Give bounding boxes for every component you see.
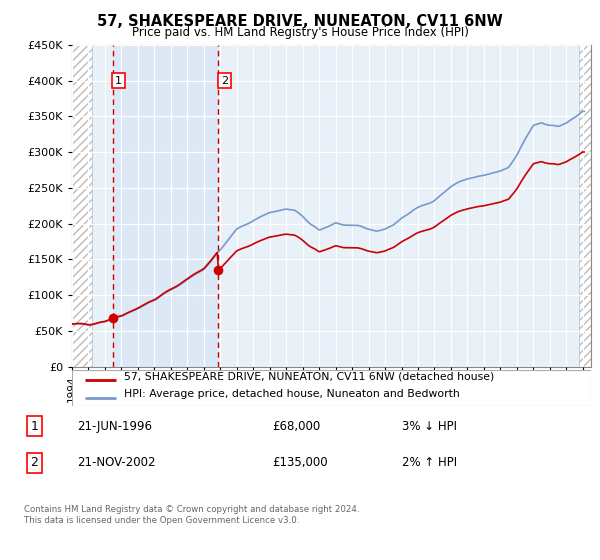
Text: £135,000: £135,000	[272, 456, 328, 469]
Text: 2% ↑ HPI: 2% ↑ HPI	[402, 456, 457, 469]
Text: HPI: Average price, detached house, Nuneaton and Bedworth: HPI: Average price, detached house, Nune…	[124, 389, 460, 399]
Text: 3% ↓ HPI: 3% ↓ HPI	[402, 419, 457, 433]
Bar	[113, 45, 218, 367]
Text: 1: 1	[115, 76, 122, 86]
Bar	[580, 45, 591, 367]
Text: £68,000: £68,000	[272, 419, 320, 433]
Text: 2: 2	[221, 76, 228, 86]
Text: 1: 1	[30, 419, 38, 433]
Text: 21-NOV-2002: 21-NOV-2002	[77, 456, 156, 469]
Text: Price paid vs. HM Land Registry's House Price Index (HPI): Price paid vs. HM Land Registry's House …	[131, 26, 469, 39]
Text: 21-JUN-1996: 21-JUN-1996	[77, 419, 152, 433]
Text: Contains HM Land Registry data © Crown copyright and database right 2024.
This d: Contains HM Land Registry data © Crown c…	[24, 505, 359, 525]
Text: 2: 2	[30, 456, 38, 469]
Bar	[72, 45, 92, 367]
Text: 57, SHAKESPEARE DRIVE, NUNEATON, CV11 6NW (detached house): 57, SHAKESPEARE DRIVE, NUNEATON, CV11 6N…	[124, 371, 494, 381]
Text: 57, SHAKESPEARE DRIVE, NUNEATON, CV11 6NW: 57, SHAKESPEARE DRIVE, NUNEATON, CV11 6N…	[97, 14, 503, 29]
